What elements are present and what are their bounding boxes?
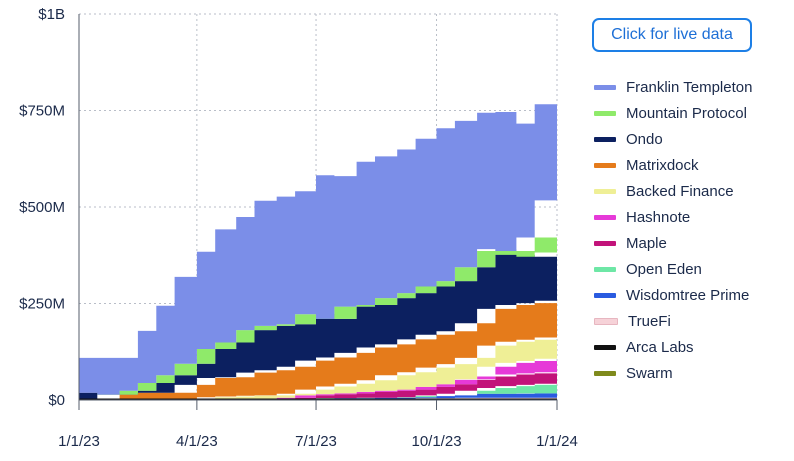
area-ondo <box>79 251 557 399</box>
legend-swatch <box>594 136 616 142</box>
legend-label: Matrixdock <box>626 156 699 174</box>
legend-swatch <box>594 162 616 168</box>
area-truefi <box>79 397 557 399</box>
legend-label: Hashnote <box>626 208 691 226</box>
legend-label: Franklin Templeton <box>626 78 753 96</box>
legend-swatch <box>594 110 616 116</box>
series-areas <box>79 89 557 400</box>
legend-label: Open Eden <box>626 260 702 278</box>
legend-item: Hashnote <box>594 204 752 230</box>
area-matrixdock <box>79 300 557 399</box>
x-tick-label: 4/1/23 <box>176 433 218 450</box>
y-tick-label: $500M <box>19 199 65 216</box>
legend-item: Franklin Templeton <box>594 74 752 100</box>
live-data-button[interactable]: Click for live data <box>592 18 752 52</box>
legend-swatch <box>594 292 616 298</box>
legend: Franklin Templeton Mountain Protocol Ondo M… <box>594 74 752 386</box>
legend-item: Maple <box>594 230 752 256</box>
y-tick-label: $750M <box>19 103 65 120</box>
legend-item: Ondo <box>594 126 752 152</box>
area-arca-labs <box>79 398 557 400</box>
legend-swatch <box>594 344 616 350</box>
legend-item: Open Eden <box>594 256 752 282</box>
area-franklin-templeton <box>79 89 557 395</box>
legend-item: Swarm <box>594 360 752 386</box>
legend-swatch <box>594 240 616 246</box>
legend-item: Wisdomtree Prime <box>594 282 752 308</box>
legend-label: Backed Finance <box>626 182 734 200</box>
legend-swatch <box>594 214 616 220</box>
legend-label: Maple <box>626 234 667 252</box>
y-tick-label: $1B <box>38 6 65 23</box>
legend-label: Swarm <box>626 364 673 382</box>
legend-swatch <box>594 84 616 90</box>
x-tick-label: 10/1/23 <box>411 433 461 450</box>
legend-label: Arca Labs <box>626 338 694 356</box>
area-backed-finance <box>79 337 557 399</box>
x-tick-label: 1/1/24 <box>536 433 578 450</box>
axes <box>78 14 558 410</box>
legend-swatch <box>594 317 618 325</box>
y-tick-labels: $0 $250M $500M $750M $1B <box>19 6 65 409</box>
area-maple <box>79 372 557 399</box>
legend-swatch <box>594 188 616 194</box>
area-wisdomtree-prime <box>79 393 557 399</box>
legend-label: Mountain Protocol <box>626 104 747 122</box>
y-tick-label: $250M <box>19 296 65 313</box>
x-tick-labels: 1/1/23 4/1/23 7/1/23 10/1/23 1/1/24 <box>58 433 578 450</box>
legend-item: Backed Finance <box>594 178 752 204</box>
legend-item: Matrixdock <box>594 152 752 178</box>
y-tick-label: $0 <box>48 392 65 409</box>
legend-label: Wisdomtree Prime <box>626 286 750 304</box>
legend-swatch <box>594 370 616 376</box>
x-tick-label: 7/1/23 <box>295 433 337 450</box>
legend-label: TrueFi <box>628 312 671 330</box>
x-tick-label: 1/1/23 <box>58 433 100 450</box>
legend-item: TrueFi <box>594 308 752 334</box>
legend-label: Ondo <box>626 130 663 148</box>
legend-item: Arca Labs <box>594 334 752 360</box>
legend-swatch <box>594 266 616 272</box>
legend-item: Mountain Protocol <box>594 100 752 126</box>
